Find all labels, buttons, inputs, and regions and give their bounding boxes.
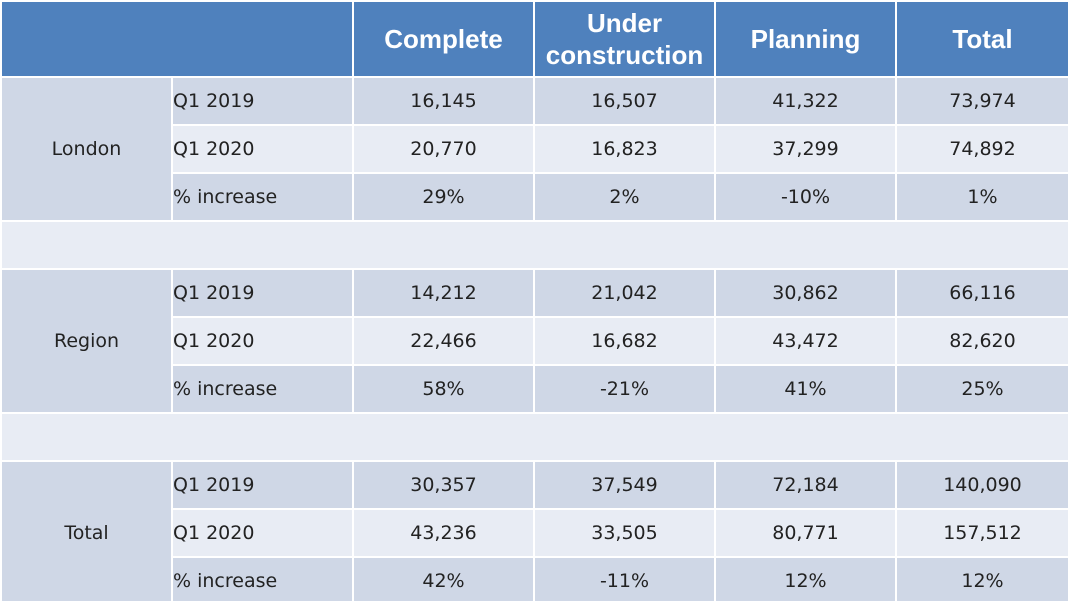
cell-complete: 30,357 (352, 460, 535, 510)
cell-complete: 22,466 (352, 316, 535, 366)
row-label: Q1 2020 (171, 316, 354, 366)
row-label: Q1 2019 (171, 268, 354, 318)
cell-complete: 43,236 (352, 508, 535, 558)
row-label: Q1 2019 (171, 76, 354, 126)
cell-total: 12% (895, 556, 1068, 601)
cell-under-construction: 16,682 (533, 316, 716, 366)
table-row: Total Q1 2019 30,357 37,549 72,184 140,0… (0, 460, 1068, 601)
cell-planning: 41,322 (714, 76, 897, 126)
cell-under-construction: 16,507 (533, 76, 716, 126)
row-label: Q1 2020 (171, 508, 354, 558)
cell-planning: 41% (714, 364, 897, 414)
spacer-cell (0, 220, 1068, 270)
cell-under-construction: -21% (533, 364, 716, 414)
row-label: % increase (171, 556, 354, 601)
header-complete: Complete (352, 0, 535, 78)
table-row: Q1 2020 20,770 16,823 37,299 74,892 (1, 124, 1068, 174)
table-row: Q1 2020 43,236 33,505 80,771 157,512 (1, 508, 1068, 558)
table-row: % increase 58% -21% 41% 25% (1, 364, 1068, 414)
cell-planning: 72,184 (714, 460, 897, 510)
cell-under-construction: -11% (533, 556, 716, 601)
header-blank-cell (0, 0, 354, 78)
table-row: Q1 2020 22,466 16,682 43,472 82,620 (1, 316, 1068, 366)
cell-planning: 80,771 (714, 508, 897, 558)
cell-under-construction: 33,505 (533, 508, 716, 558)
header-total: Total (895, 0, 1068, 78)
cell-under-construction: 16,823 (533, 124, 716, 174)
cell-planning: 37,299 (714, 124, 897, 174)
cell-under-construction: 21,042 (533, 268, 716, 318)
row-label: Q1 2019 (171, 460, 354, 510)
cell-under-construction: 37,549 (533, 460, 716, 510)
spacer-row (0, 412, 1068, 462)
cell-complete: 42% (352, 556, 535, 601)
cell-total: 1% (895, 172, 1068, 222)
group-label-london: London (0, 76, 173, 222)
cell-total: 157,512 (895, 508, 1068, 558)
cell-total: 25% (895, 364, 1068, 414)
cell-complete: 29% (352, 172, 535, 222)
group-label-region: Region (0, 268, 173, 414)
group-label-total: Total (0, 460, 173, 601)
row-label: Q1 2020 (171, 124, 354, 174)
header-planning: Planning (714, 0, 897, 78)
spacer-row (0, 220, 1068, 270)
cell-total: 73,974 (895, 76, 1068, 126)
cell-planning: 30,862 (714, 268, 897, 318)
header-under-construction: Under construction (533, 0, 716, 78)
cell-complete: 20,770 (352, 124, 535, 174)
header-row: Complete Under construction Planning Tot… (0, 0, 1068, 78)
spacer-cell (0, 412, 1068, 462)
cell-total: 140,090 (895, 460, 1068, 510)
cell-planning: -10% (714, 172, 897, 222)
cell-complete: 14,212 (352, 268, 535, 318)
table-row: Region Q1 2019 14,212 21,042 30,862 66,1… (0, 268, 1068, 414)
cell-total: 74,892 (895, 124, 1068, 174)
cell-complete: 16,145 (352, 76, 535, 126)
row-label: % increase (171, 364, 354, 414)
cell-total: 82,620 (895, 316, 1068, 366)
table-row: London Q1 2019 16,145 16,507 41,322 73,9… (0, 76, 1068, 222)
cell-under-construction: 2% (533, 172, 716, 222)
table-row: % increase 29% 2% -10% 1% (1, 172, 1068, 222)
cell-complete: 58% (352, 364, 535, 414)
cell-total: 66,116 (895, 268, 1068, 318)
table-row: % increase 42% -11% 12% 12% (1, 556, 1068, 601)
row-label: % increase (171, 172, 354, 222)
cell-planning: 12% (714, 556, 897, 601)
cell-planning: 43,472 (714, 316, 897, 366)
